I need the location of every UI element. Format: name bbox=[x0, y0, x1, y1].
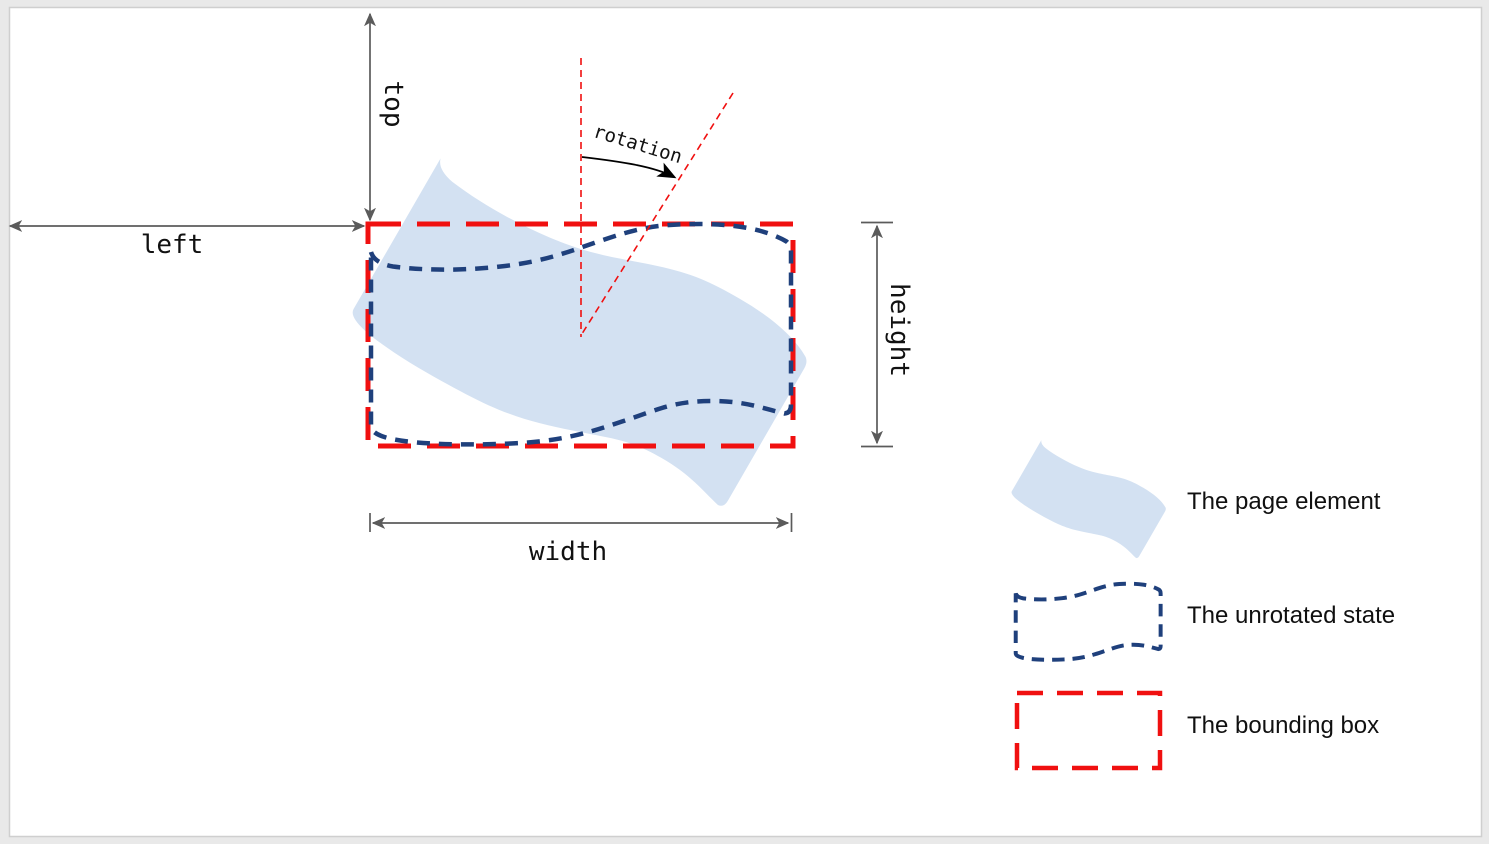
left-label: left bbox=[141, 230, 204, 260]
height-dimension-arrow bbox=[861, 221, 893, 448]
bounding-box-rect bbox=[365, 221, 796, 449]
height-label: height bbox=[884, 283, 914, 377]
legend-unrotated-state-label: The unrotated state bbox=[1187, 602, 1395, 629]
top-label: top bbox=[378, 81, 408, 128]
width-dimension-arrow bbox=[369, 513, 793, 532]
width-label: width bbox=[529, 537, 607, 567]
legend-page-element-label: The page element bbox=[1187, 488, 1381, 515]
legend-bounding-box-swatch bbox=[1014, 690, 1163, 771]
rotation-arc-arrow bbox=[581, 156, 677, 179]
rotation-angle-line bbox=[579, 92, 734, 338]
legend: The page element The unrotated state The… bbox=[1008, 431, 1395, 771]
legend-bounding-box-label: The bounding box bbox=[1187, 712, 1379, 739]
